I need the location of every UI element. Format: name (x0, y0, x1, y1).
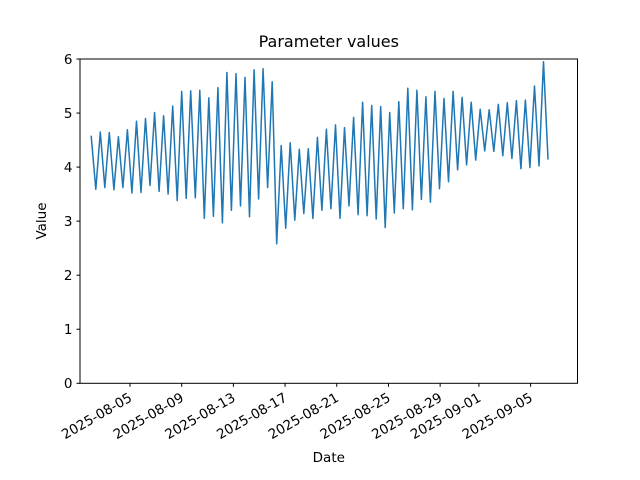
chart-title: Parameter values (259, 32, 399, 51)
y-tick-label: 1 (64, 322, 73, 338)
y-tick-label: 6 (64, 52, 73, 68)
y-axis: 0 1 2 3 4 5 6 (64, 52, 80, 392)
y-tick-label: 4 (64, 160, 73, 176)
x-axis-label: Date (313, 450, 345, 466)
y-tick-label: 3 (64, 214, 73, 230)
y-tick-label: 5 (64, 106, 73, 122)
y-axis-label: Value (34, 202, 50, 239)
plot-area (80, 59, 578, 384)
series-line (90, 60, 549, 245)
plot-border (79, 58, 578, 384)
y-tick-label: 0 (64, 376, 73, 392)
y-tick-label: 2 (64, 268, 73, 284)
x-axis: 2025-08-052025-08-092025-08-132025-08-17… (59, 383, 536, 443)
